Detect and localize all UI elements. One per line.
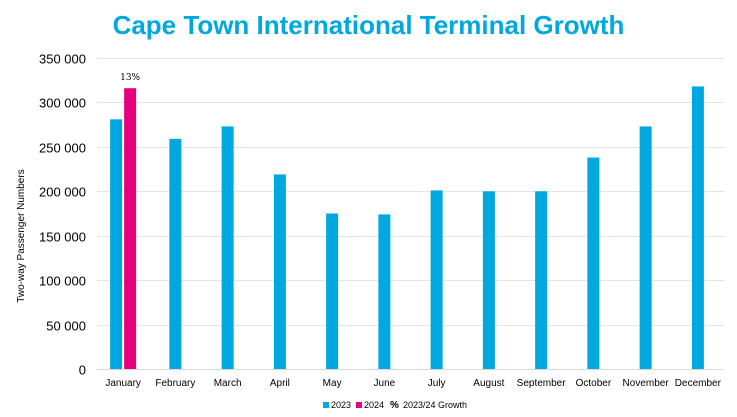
x-axis-categories: January February March April May June July Augu… [105,378,721,389]
x-category-label: May [323,378,342,389]
bar-2023-september [535,191,548,369]
legend-label-2024: 2024 [364,400,384,410]
growth-data-label: 13% [120,73,140,83]
bar-2023-july [430,190,443,369]
legend-label-growth: 2023/24 Growth [403,400,467,410]
x-category-label: November [623,378,670,389]
x-category-label: July [428,378,446,389]
bar-2023-august [482,191,495,369]
y-tick-label: 150 000 [39,230,86,245]
x-category-label: September [517,378,567,389]
x-category-label: January [105,378,141,389]
y-axis-title: Two-way Passenger Numbers [16,169,27,302]
x-category-label: June [374,378,396,389]
bar-2023-december [691,86,704,369]
bars [110,86,704,369]
y-axis-ticks: 0 50 000 100 000 150 000 200 000 250 000 300 0… [39,52,86,378]
x-category-label: October [576,378,612,389]
y-tick-label: 300 000 [39,96,86,111]
gridlines [97,58,724,326]
x-category-label: April [270,378,290,389]
y-tick-label: 0 [79,363,86,378]
x-category-label: December [675,378,722,389]
bar-2023-january [110,119,123,369]
bar-2023-november [639,126,652,369]
bar-2023-april [273,174,286,369]
legend-growth-symbol: % [390,400,399,411]
bar-2023-march [221,126,234,369]
legend-label-2023: 2023 [331,400,351,410]
legend-swatch-2023 [323,402,329,408]
y-tick-label: 200 000 [39,185,86,200]
bar-2023-may [326,213,339,369]
legend: 2023 2024 % 2023/24 Growth [323,400,467,411]
y-tick-label: 250 000 [39,141,86,156]
legend-swatch-2024 [356,402,362,408]
y-tick-label: 100 000 [39,274,86,289]
chart-title: Cape Town International Terminal Growth [112,10,625,40]
x-category-label: February [155,378,195,389]
x-category-label: August [473,378,504,389]
x-category-label: March [214,378,242,389]
bar-2023-june [378,214,391,369]
data-labels: 13% [120,73,140,83]
bar-2024-january [124,88,137,369]
bar-2023-october [587,157,600,369]
y-tick-label: 350 000 [39,52,86,67]
bar-2023-february [169,138,182,369]
y-tick-label: 50 000 [46,319,86,334]
